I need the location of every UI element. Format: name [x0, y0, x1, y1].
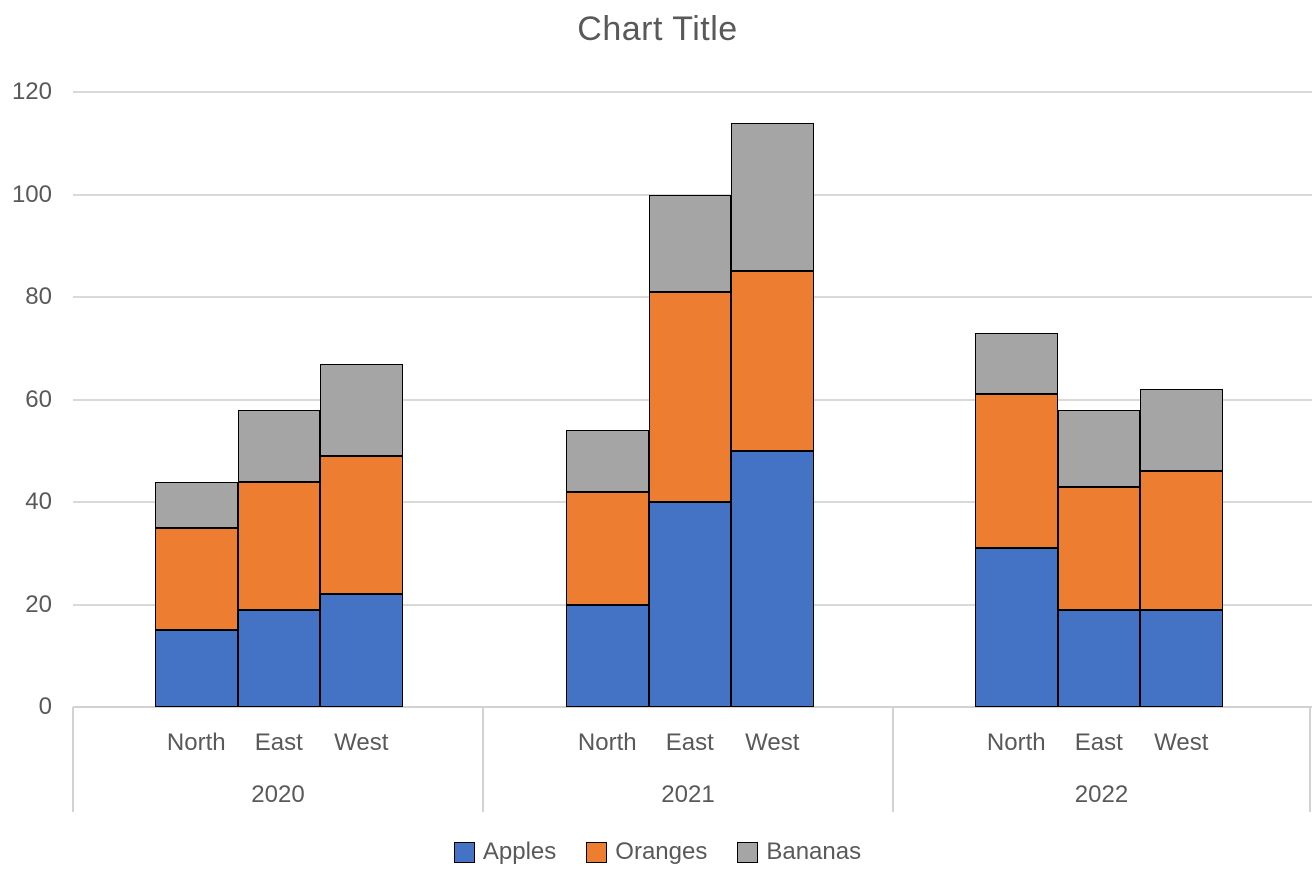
legend: Apples Oranges Bananas — [0, 838, 1315, 866]
bar-segment-oranges-2022-north[interactable] — [975, 394, 1058, 549]
gridline — [73, 91, 1312, 93]
bar-segment-oranges-2020-east[interactable] — [237, 481, 320, 610]
x-axis-category-label: North — [166, 729, 226, 756]
x-axis-category-label: North — [577, 729, 637, 756]
bar-segment-bananas-2020-east[interactable] — [237, 409, 320, 482]
bar-segment-oranges-2022-east[interactable] — [1057, 486, 1140, 610]
bar-segment-bananas-2022-west[interactable] — [1140, 389, 1223, 472]
legend-item-bananas[interactable]: Bananas — [737, 838, 861, 866]
bar-segment-oranges-2021-north[interactable] — [566, 491, 649, 605]
legend-swatch-bananas — [737, 841, 759, 863]
bar-segment-apples-2022-north[interactable] — [975, 548, 1058, 707]
legend-item-apples[interactable]: Apples — [453, 838, 557, 866]
category-separator-line — [72, 707, 74, 812]
y-axis-tick-label: 0 — [38, 693, 52, 720]
category-separator-line — [1309, 707, 1311, 812]
x-axis-group-label: 2021 — [661, 781, 715, 808]
x-axis-category-label: East — [665, 729, 714, 756]
bar-segment-apples-2020-north[interactable] — [155, 630, 238, 707]
x-axis-group-label: 2020 — [251, 781, 305, 808]
bar-segment-oranges-2021-west[interactable] — [731, 271, 814, 451]
y-axis-tick-label: 120 — [11, 78, 52, 105]
x-axis-line — [73, 706, 1312, 708]
y-axis-tick-label: 100 — [11, 180, 52, 208]
category-separator-line — [482, 707, 484, 812]
bar-segment-bananas-2021-west[interactable] — [731, 122, 814, 272]
bar-segment-oranges-2021-east[interactable] — [648, 291, 731, 502]
x-axis-category-label: North — [986, 729, 1046, 756]
x-axis-group-label: 2022 — [1074, 781, 1129, 808]
x-axis-category-label: West — [745, 729, 800, 756]
x-axis-category-label: East — [254, 729, 303, 756]
bar-segment-oranges-2022-west[interactable] — [1140, 471, 1223, 610]
legend-label: Oranges — [615, 838, 708, 865]
y-axis-tick-label: 40 — [25, 488, 52, 515]
bar-segment-bananas-2020-west[interactable] — [320, 363, 403, 456]
bar-segment-apples-2020-west[interactable] — [320, 594, 403, 707]
bar-segment-bananas-2021-north[interactable] — [566, 430, 649, 492]
bar-segment-apples-2022-east[interactable] — [1057, 609, 1140, 707]
bar-segment-oranges-2020-west[interactable] — [320, 455, 403, 595]
x-axis-category-label: West — [1154, 729, 1209, 756]
bar-segment-apples-2021-north[interactable] — [566, 604, 649, 707]
legend-swatch-apples — [453, 841, 475, 863]
bar-segment-bananas-2021-east[interactable] — [648, 194, 731, 292]
legend-label: Apples — [482, 838, 557, 865]
chart-title[interactable]: Chart Title — [577, 10, 738, 48]
x-axis-category-label: West — [334, 729, 389, 756]
legend-swatch-oranges — [586, 841, 608, 863]
y-axis-tick-label: 80 — [25, 283, 52, 310]
x-axis-category-label: East — [1074, 729, 1123, 756]
legend-label: Bananas — [766, 838, 862, 865]
bar-segment-oranges-2020-north[interactable] — [155, 527, 238, 631]
bar-segment-bananas-2022-east[interactable] — [1057, 409, 1140, 487]
bar-segment-bananas-2022-north[interactable] — [975, 332, 1058, 395]
bar-segment-apples-2022-west[interactable] — [1140, 609, 1223, 707]
y-axis-tick-label: 20 — [25, 590, 52, 618]
bar-segment-apples-2021-east[interactable] — [648, 502, 731, 707]
category-separator-line — [892, 707, 894, 812]
bar-segment-bananas-2020-north[interactable] — [155, 481, 238, 528]
bar-segment-apples-2020-east[interactable] — [237, 609, 320, 707]
legend-item-oranges[interactable]: Oranges — [586, 838, 707, 866]
y-axis-tick-label: 60 — [25, 385, 52, 413]
bar-segment-apples-2021-west[interactable] — [731, 450, 814, 707]
